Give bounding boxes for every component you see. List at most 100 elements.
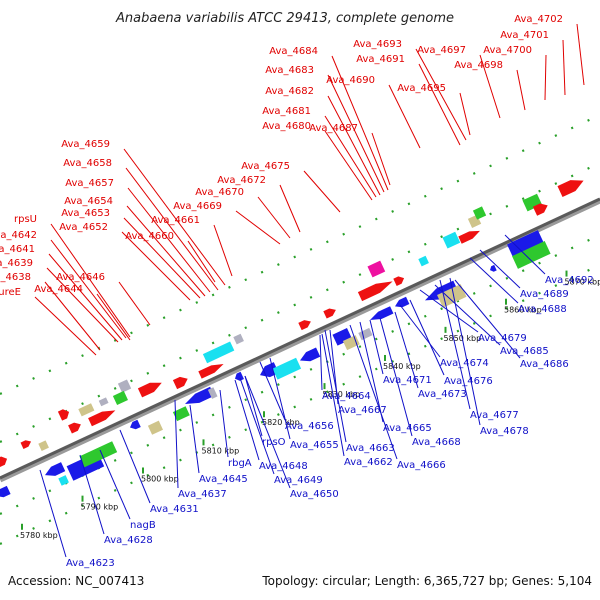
- leader-line: [213, 224, 233, 277]
- gene-label: Ava_4698: [454, 60, 503, 71]
- leader-line: [219, 389, 229, 458]
- leader-line: [359, 321, 384, 423]
- gene-label: Ava_4688: [518, 304, 567, 315]
- gene-label: Ava_4671: [383, 375, 432, 386]
- leader-line: [126, 205, 206, 297]
- gene-label: Ava_4665: [383, 423, 432, 434]
- leader-line: [123, 217, 201, 299]
- gene-box: [112, 390, 128, 406]
- leader-line: [394, 311, 419, 389]
- leader-line: [319, 334, 323, 391]
- leader-line: [39, 469, 67, 558]
- gene-arrow: [458, 230, 480, 244]
- gene-label: Ava_4678: [480, 426, 529, 437]
- gene-arrow: [20, 440, 32, 449]
- gene-box: [442, 231, 461, 249]
- tick-label: 5810 kbp: [202, 446, 240, 455]
- leader-line: [576, 23, 585, 86]
- gene-arrow: [172, 376, 188, 390]
- gene-box: [79, 441, 118, 468]
- gene-box: [437, 284, 467, 308]
- gene-arrow: [298, 320, 311, 331]
- gene-label: Ava_4674: [440, 358, 489, 369]
- label-leader-lines: [34, 23, 585, 558]
- gene-box: [512, 240, 551, 269]
- gene-label: Ava_4693: [353, 39, 402, 50]
- leader-line: [479, 54, 501, 119]
- gene-label: Ava_4654: [64, 196, 113, 207]
- leader-line: [469, 257, 519, 304]
- gene-label: Ava_4642: [0, 230, 37, 241]
- gene-label: Ava_4684: [269, 46, 318, 57]
- leader-line: [504, 234, 546, 275]
- leader-line: [418, 63, 461, 146]
- leader-line: [516, 69, 526, 111]
- gene-label: rbgA: [228, 458, 252, 469]
- tick-label: 5870 kbp: [565, 278, 600, 287]
- leader-line: [125, 167, 219, 291]
- leader-line: [121, 231, 191, 301]
- leader-line: [123, 148, 226, 286]
- tick-label: 5860 kbp: [504, 306, 542, 315]
- leader-line: [79, 454, 105, 535]
- leader-line: [234, 379, 260, 461]
- leader-line: [50, 239, 127, 339]
- leader-line: [331, 55, 389, 191]
- leader-line: [303, 170, 341, 213]
- leader-line: [244, 375, 291, 489]
- leader-line: [434, 284, 501, 346]
- gene-arrow: [88, 410, 116, 427]
- leader-line: [257, 196, 291, 239]
- gene-label: Ava_4660: [125, 231, 174, 242]
- topology-summary: Topology: circular; Length: 6,365,727 bp…: [261, 574, 592, 588]
- leader-line: [327, 95, 381, 196]
- accession-text: Accession: NC_007413: [8, 574, 144, 588]
- gene-label: Ava_4667: [338, 405, 387, 416]
- gene-label: Ava_4691: [356, 54, 405, 65]
- leader-line: [269, 357, 291, 440]
- gene-box: [38, 440, 49, 452]
- leader-line: [235, 210, 281, 245]
- gene-label: Ava_4685: [500, 346, 549, 357]
- gene-label: rpsO: [262, 437, 286, 448]
- gene-label: Ava_4672: [217, 175, 266, 186]
- leader-line: [409, 299, 445, 376]
- leader-line: [415, 48, 467, 141]
- gene-label: Ava_4668: [412, 437, 461, 448]
- gene-features: [0, 180, 584, 498]
- gene-box: [272, 357, 302, 380]
- gene-arrow: [130, 419, 141, 430]
- leader-line: [244, 375, 263, 437]
- gene-box: [472, 206, 487, 220]
- gene-label: Ava_4670: [195, 187, 244, 198]
- gene-label: Ava_4628: [104, 535, 153, 546]
- gene-label: Ava_4659: [61, 139, 110, 150]
- gene-label: Ava_4638: [0, 272, 31, 283]
- gene-label: Ava_4701: [500, 30, 549, 41]
- gene-box: [358, 327, 373, 341]
- leader-line: [454, 279, 521, 359]
- gene-label: Ava_4655: [290, 440, 339, 451]
- gene-label: Ava_4650: [290, 489, 339, 500]
- leader-line: [46, 267, 119, 343]
- gene-box: [233, 333, 244, 345]
- leader-line: [324, 329, 347, 443]
- tick-label: 5840 kbp: [383, 362, 421, 371]
- axis-line: [0, 197, 600, 480]
- gene-label: Ava_4653: [61, 208, 110, 219]
- gene-label: Ava_4649: [274, 475, 323, 486]
- gene-label: ureE: [0, 287, 21, 298]
- gene-labels: Ava_4702 Ava_4701 Ava_4700 Ava_4698 Ava_4697…: [0, 14, 594, 569]
- gene-label: Ava_4695: [397, 83, 446, 94]
- gene-label: Ava_4631: [150, 504, 199, 515]
- gene-label: Ava_4673: [418, 389, 467, 400]
- gene-label: Ava_4683: [265, 65, 314, 76]
- gene-arrow: [0, 456, 8, 468]
- gene-label: Ava_4658: [63, 158, 112, 169]
- gene-arrow: [235, 371, 244, 381]
- map-title: Anabaena variabilis ATCC 29413, complete…: [115, 11, 454, 26]
- gene-label: Ava_4657: [65, 178, 114, 189]
- gene-label: Ava_4656: [285, 421, 334, 432]
- gene-arrow: [137, 382, 162, 398]
